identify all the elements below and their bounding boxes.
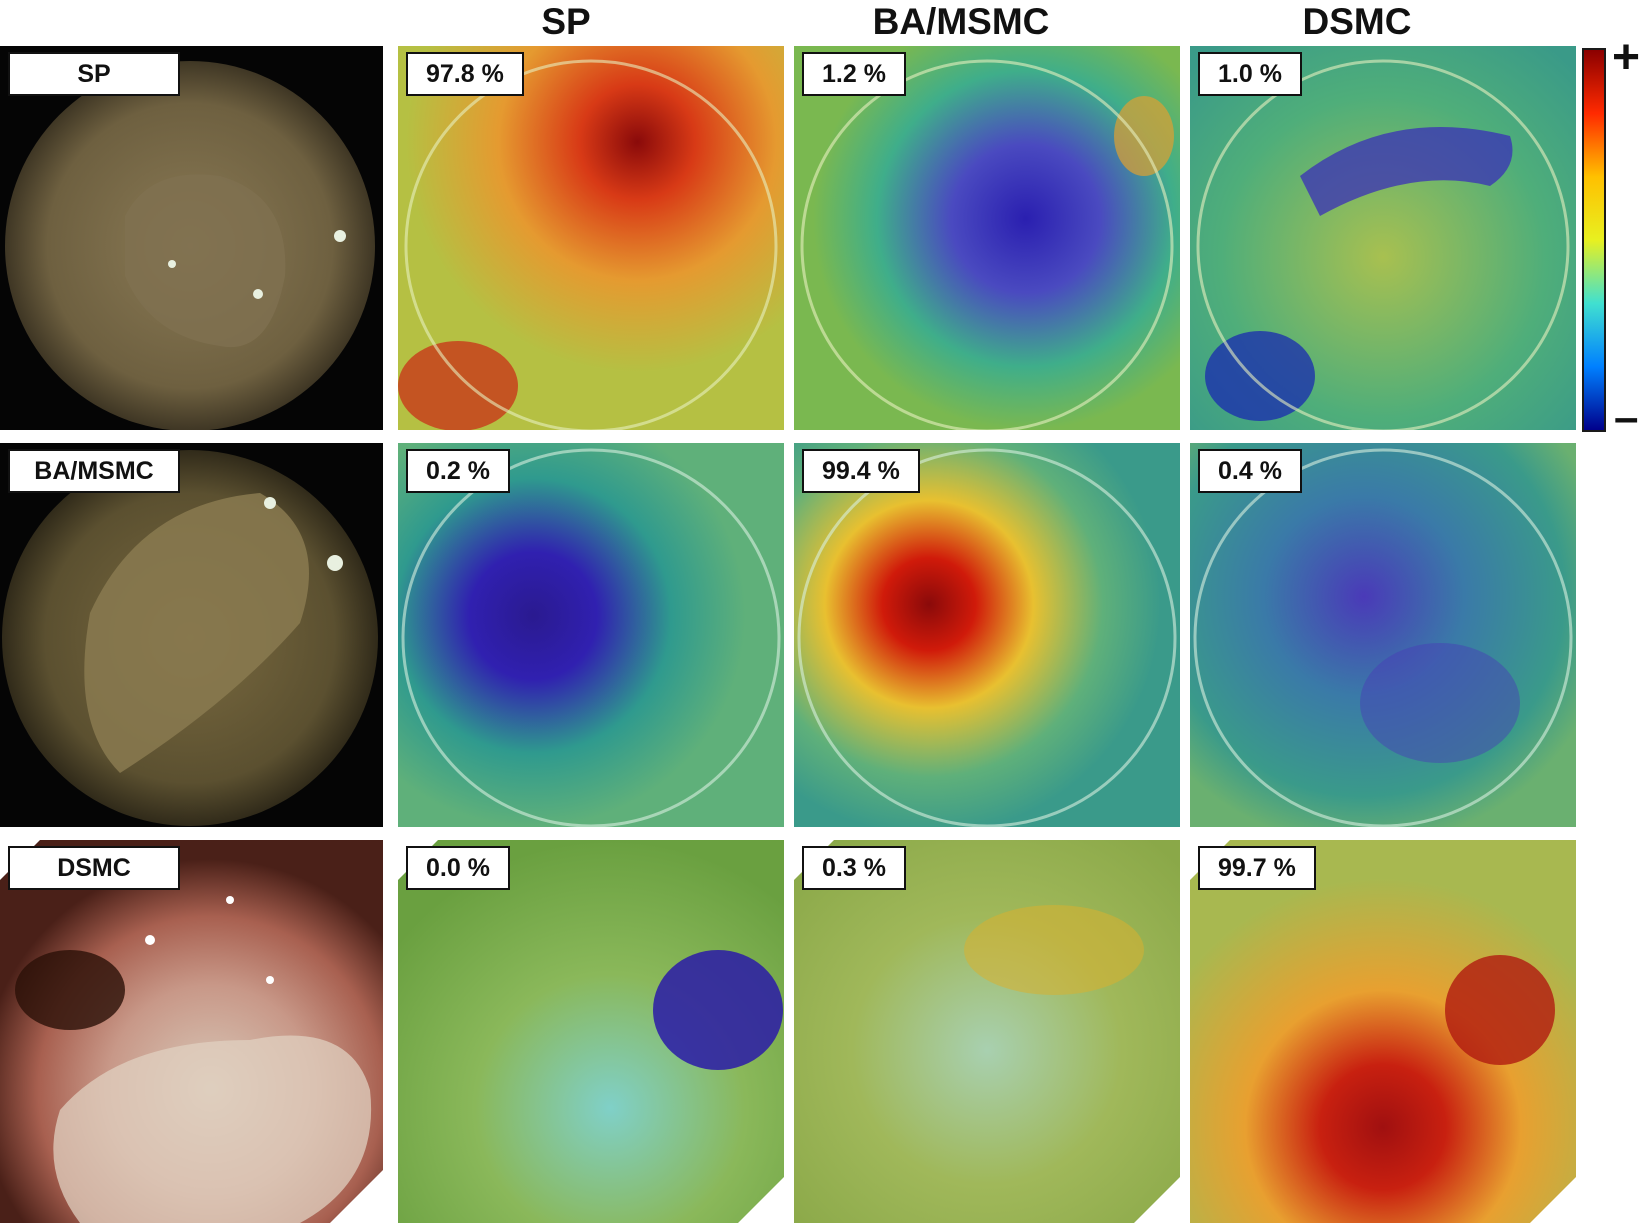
heatmap-sp-col-sp: 97.8 %: [398, 46, 784, 430]
probability-label: 1.0 %: [1198, 52, 1302, 96]
probability-label: 99.4 %: [802, 449, 920, 493]
probability-label: 0.4 %: [1198, 449, 1302, 493]
row-label-sp: SP: [8, 52, 180, 96]
heatmap-dsmc-col-dsmc: 99.7 %: [1190, 840, 1576, 1223]
endoscopy-image-ba-msmc: BA/MSMC: [0, 443, 383, 827]
probability-label: 1.2 %: [802, 52, 906, 96]
column-header-dsmc: DSMC: [1302, 1, 1412, 42]
heatmap-ba-msmc-col-ba-msmc: 99.4 %: [794, 443, 1180, 827]
colorbar: [1582, 48, 1606, 432]
probability-label: 0.3 %: [802, 846, 906, 890]
heatmap-ba-msmc-col-dsmc: 0.4 %: [1190, 443, 1576, 827]
heatmap-sp-col-ba-msmc: 1.2 %: [794, 46, 1180, 430]
column-header-sp: SP: [541, 1, 591, 42]
endoscopy-image-dsmc: DSMC: [0, 840, 383, 1223]
probability-label: 97.8 %: [406, 52, 524, 96]
heatmap-ba-msmc-col-sp: 0.2 %: [398, 443, 784, 827]
probability-label: 0.2 %: [406, 449, 510, 493]
row-label-ba-msmc: BA/MSMC: [8, 449, 180, 493]
heatmap-dsmc-col-ba-msmc: 0.3 %: [794, 840, 1180, 1223]
heatmap-dsmc-col-sp: 0.0 %: [398, 840, 784, 1223]
endoscopy-image-sp: SP: [0, 46, 383, 430]
row-label-dsmc: DSMC: [8, 846, 180, 890]
probability-label: 99.7 %: [1198, 846, 1316, 890]
heatmap-sp-col-dsmc: 1.0 %: [1190, 46, 1576, 430]
column-header-ba-msmc: BA/MSMC: [872, 1, 1050, 42]
colorbar-minus-label: –: [1614, 393, 1639, 442]
colorbar-plus-label: +: [1612, 31, 1641, 84]
probability-label: 0.0 %: [406, 846, 510, 890]
